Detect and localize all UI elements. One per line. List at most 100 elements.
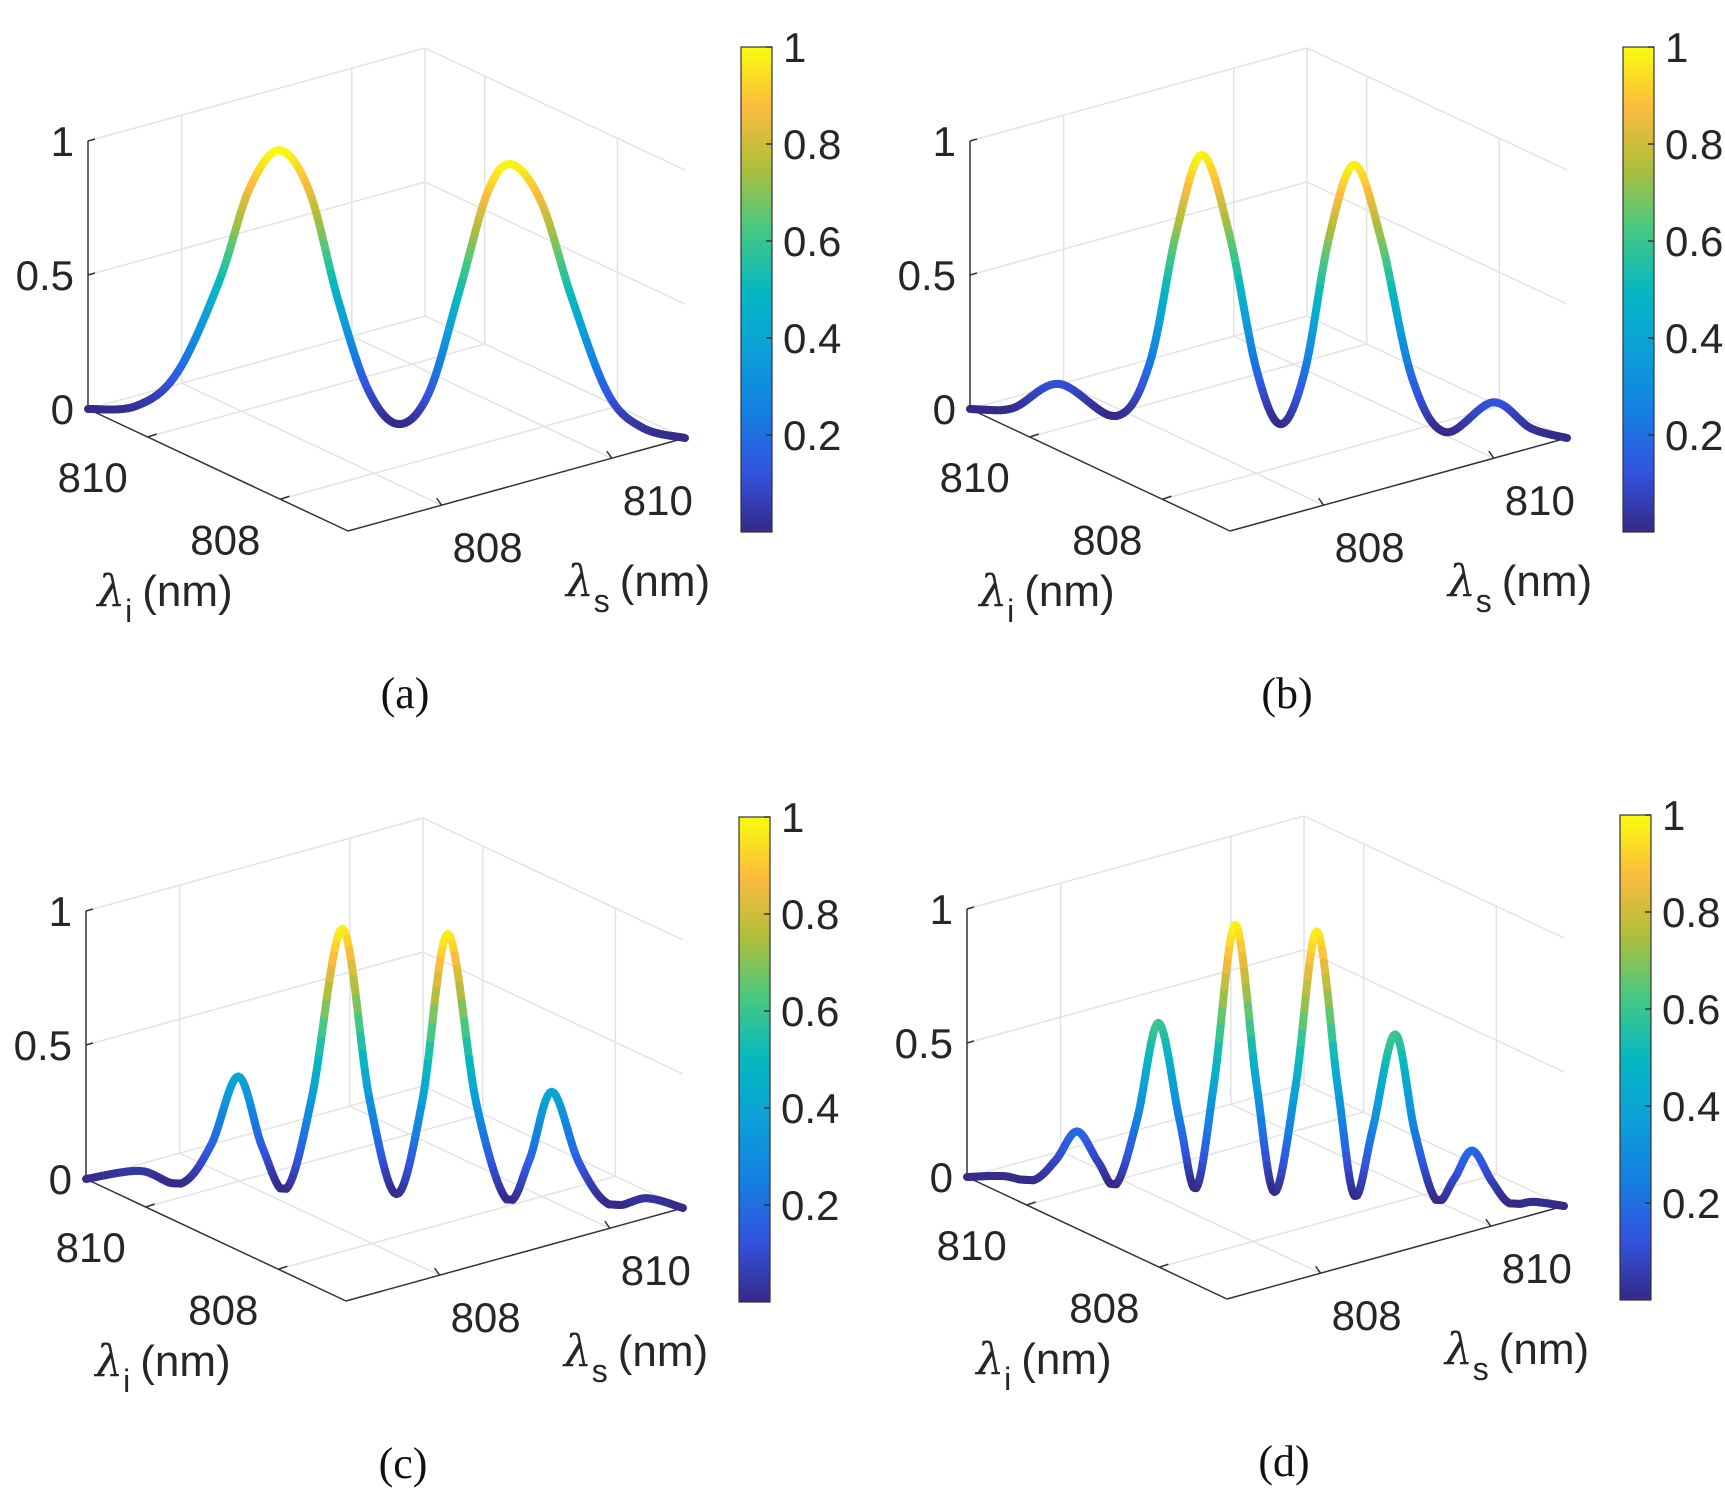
colorbar-tick-label: 0.2 [781, 1182, 839, 1229]
panel-caption: (a) [381, 669, 430, 718]
y-tick-mark [1026, 1201, 1036, 1206]
lambda-i-tick-label: 810 [56, 1224, 126, 1271]
colorbar-gradient [740, 46, 773, 533]
z-tick-label: 0 [51, 386, 74, 433]
colorbar-tick-label: 0.6 [783, 218, 841, 265]
colorbar-tick-label: 0.8 [783, 121, 841, 168]
colorbar-tick-label: 0.2 [783, 412, 841, 459]
z-tick-label: 0 [933, 386, 956, 433]
lambda-s-axis-label: λs (nm) [562, 1326, 708, 1389]
label-symbol: λ [93, 1336, 123, 1387]
z-tick-label: 0.5 [14, 1022, 72, 1069]
grid-line [181, 382, 442, 506]
z-tick-label: 0 [930, 1154, 953, 1201]
grid-line [1306, 47, 1568, 171]
label-unit: (nm) [1502, 557, 1592, 606]
colorbar-tick-label: 0.6 [781, 988, 839, 1035]
colorbar: 0.2 0.4 0.6 0.8 1 [738, 794, 839, 1303]
lambda-i-axis [87, 408, 349, 532]
intensity-curve [966, 150, 1571, 442]
y-tick-mark [1159, 1263, 1169, 1268]
lambda-s-tick-label: 808 [1335, 524, 1405, 571]
x-tick-mark [436, 497, 443, 506]
grid-line [1303, 815, 1565, 939]
grid-line [1303, 949, 1565, 1073]
grid-line [424, 315, 686, 439]
label-subscript: i [123, 1363, 130, 1399]
label-unit: (nm) [618, 1327, 708, 1376]
lambda-i-axis-label: λi (nm) [977, 566, 1114, 629]
label-unit: (nm) [140, 1337, 230, 1386]
lambda-s-tick-label: 810 [1505, 477, 1575, 524]
grid-line [969, 47, 1308, 142]
colorbar-gradient [738, 816, 771, 1303]
label-subscript: s [592, 1353, 608, 1389]
lambda-s-tick-label: 810 [1502, 1245, 1572, 1292]
grid-line [1063, 382, 1324, 506]
intensity-curve [84, 146, 689, 442]
y-tick-mark [1162, 495, 1172, 500]
lambda-i-axis [969, 408, 1231, 532]
colorbar-gradient [1619, 814, 1652, 1301]
colorbar: 0.2 0.4 0.6 0.8 1 [1622, 24, 1723, 533]
x-tick-mark [1315, 1265, 1322, 1274]
colorbar-tick-label: 0.4 [1665, 315, 1723, 362]
lambda-i-tick-label: 810 [58, 454, 128, 501]
label-subscript: s [1476, 583, 1492, 619]
grid-line [147, 343, 485, 438]
label-symbol: λ [562, 1326, 592, 1377]
panel-caption: (b) [1261, 669, 1312, 718]
lambda-i-axis [966, 1176, 1228, 1300]
label-unit: (nm) [620, 557, 710, 606]
y-tick-mark [147, 433, 157, 438]
intensity-curve [82, 924, 687, 1212]
z-tick-label: 0.5 [16, 252, 74, 299]
label-subscript: i [1004, 1361, 1011, 1397]
label-symbol: λ [564, 556, 594, 607]
colorbar: 0.2 0.4 0.6 0.8 1 [740, 24, 841, 533]
z-tick-label: 1 [49, 888, 72, 935]
z-tick-mark [85, 1042, 94, 1046]
z-tick-mark [87, 272, 96, 276]
grid-line [422, 1085, 684, 1209]
z-tick-mark [969, 138, 978, 142]
colorbar-tick-label: 0.2 [1662, 1180, 1720, 1227]
label-symbol: λ [1446, 556, 1476, 607]
grid-line [87, 47, 426, 142]
grid-line [351, 335, 613, 459]
grid-line [85, 817, 424, 912]
grid-line [966, 815, 1305, 910]
y-tick-mark [145, 1203, 155, 1208]
label-subscript: i [125, 593, 132, 629]
z-tick-label: 1 [930, 886, 953, 933]
z-tick-mark [969, 272, 978, 276]
lambda-s-axis [1226, 1205, 1565, 1300]
x-tick-mark [1485, 1218, 1492, 1227]
label-symbol: λ [95, 566, 125, 617]
label-unit: (nm) [142, 567, 232, 616]
lambda-i-axis-label: λi (nm) [95, 566, 232, 629]
label-subscript: i [1007, 593, 1014, 629]
z-tick-mark [85, 908, 94, 912]
grid-line [1162, 405, 1500, 500]
colorbar-tick-label: 1 [783, 24, 806, 71]
lambda-s-axis [1229, 437, 1568, 532]
colorbar-tick-label: 0.2 [1665, 412, 1723, 459]
lambda-i-tick-label: 808 [188, 1286, 258, 1333]
y-tick-mark [1029, 433, 1039, 438]
colorbar-tick-label: 0.8 [1665, 121, 1723, 168]
lambda-i-tick-label: 808 [1072, 516, 1142, 563]
lambda-s-axis-label: λs (nm) [1446, 556, 1592, 619]
lambda-s-axis-label: λs (nm) [1443, 1324, 1589, 1387]
label-unit: (nm) [1021, 1335, 1111, 1384]
colorbar-tick-label: 1 [781, 794, 804, 841]
lambda-s-tick-label: 808 [453, 524, 523, 571]
grid-line [422, 951, 684, 1075]
z-tick-label: 0.5 [895, 1020, 953, 1067]
z-tick-label: 0.5 [898, 252, 956, 299]
colorbar-tick-label: 0.8 [1662, 889, 1720, 936]
grid-line [1026, 1111, 1364, 1206]
